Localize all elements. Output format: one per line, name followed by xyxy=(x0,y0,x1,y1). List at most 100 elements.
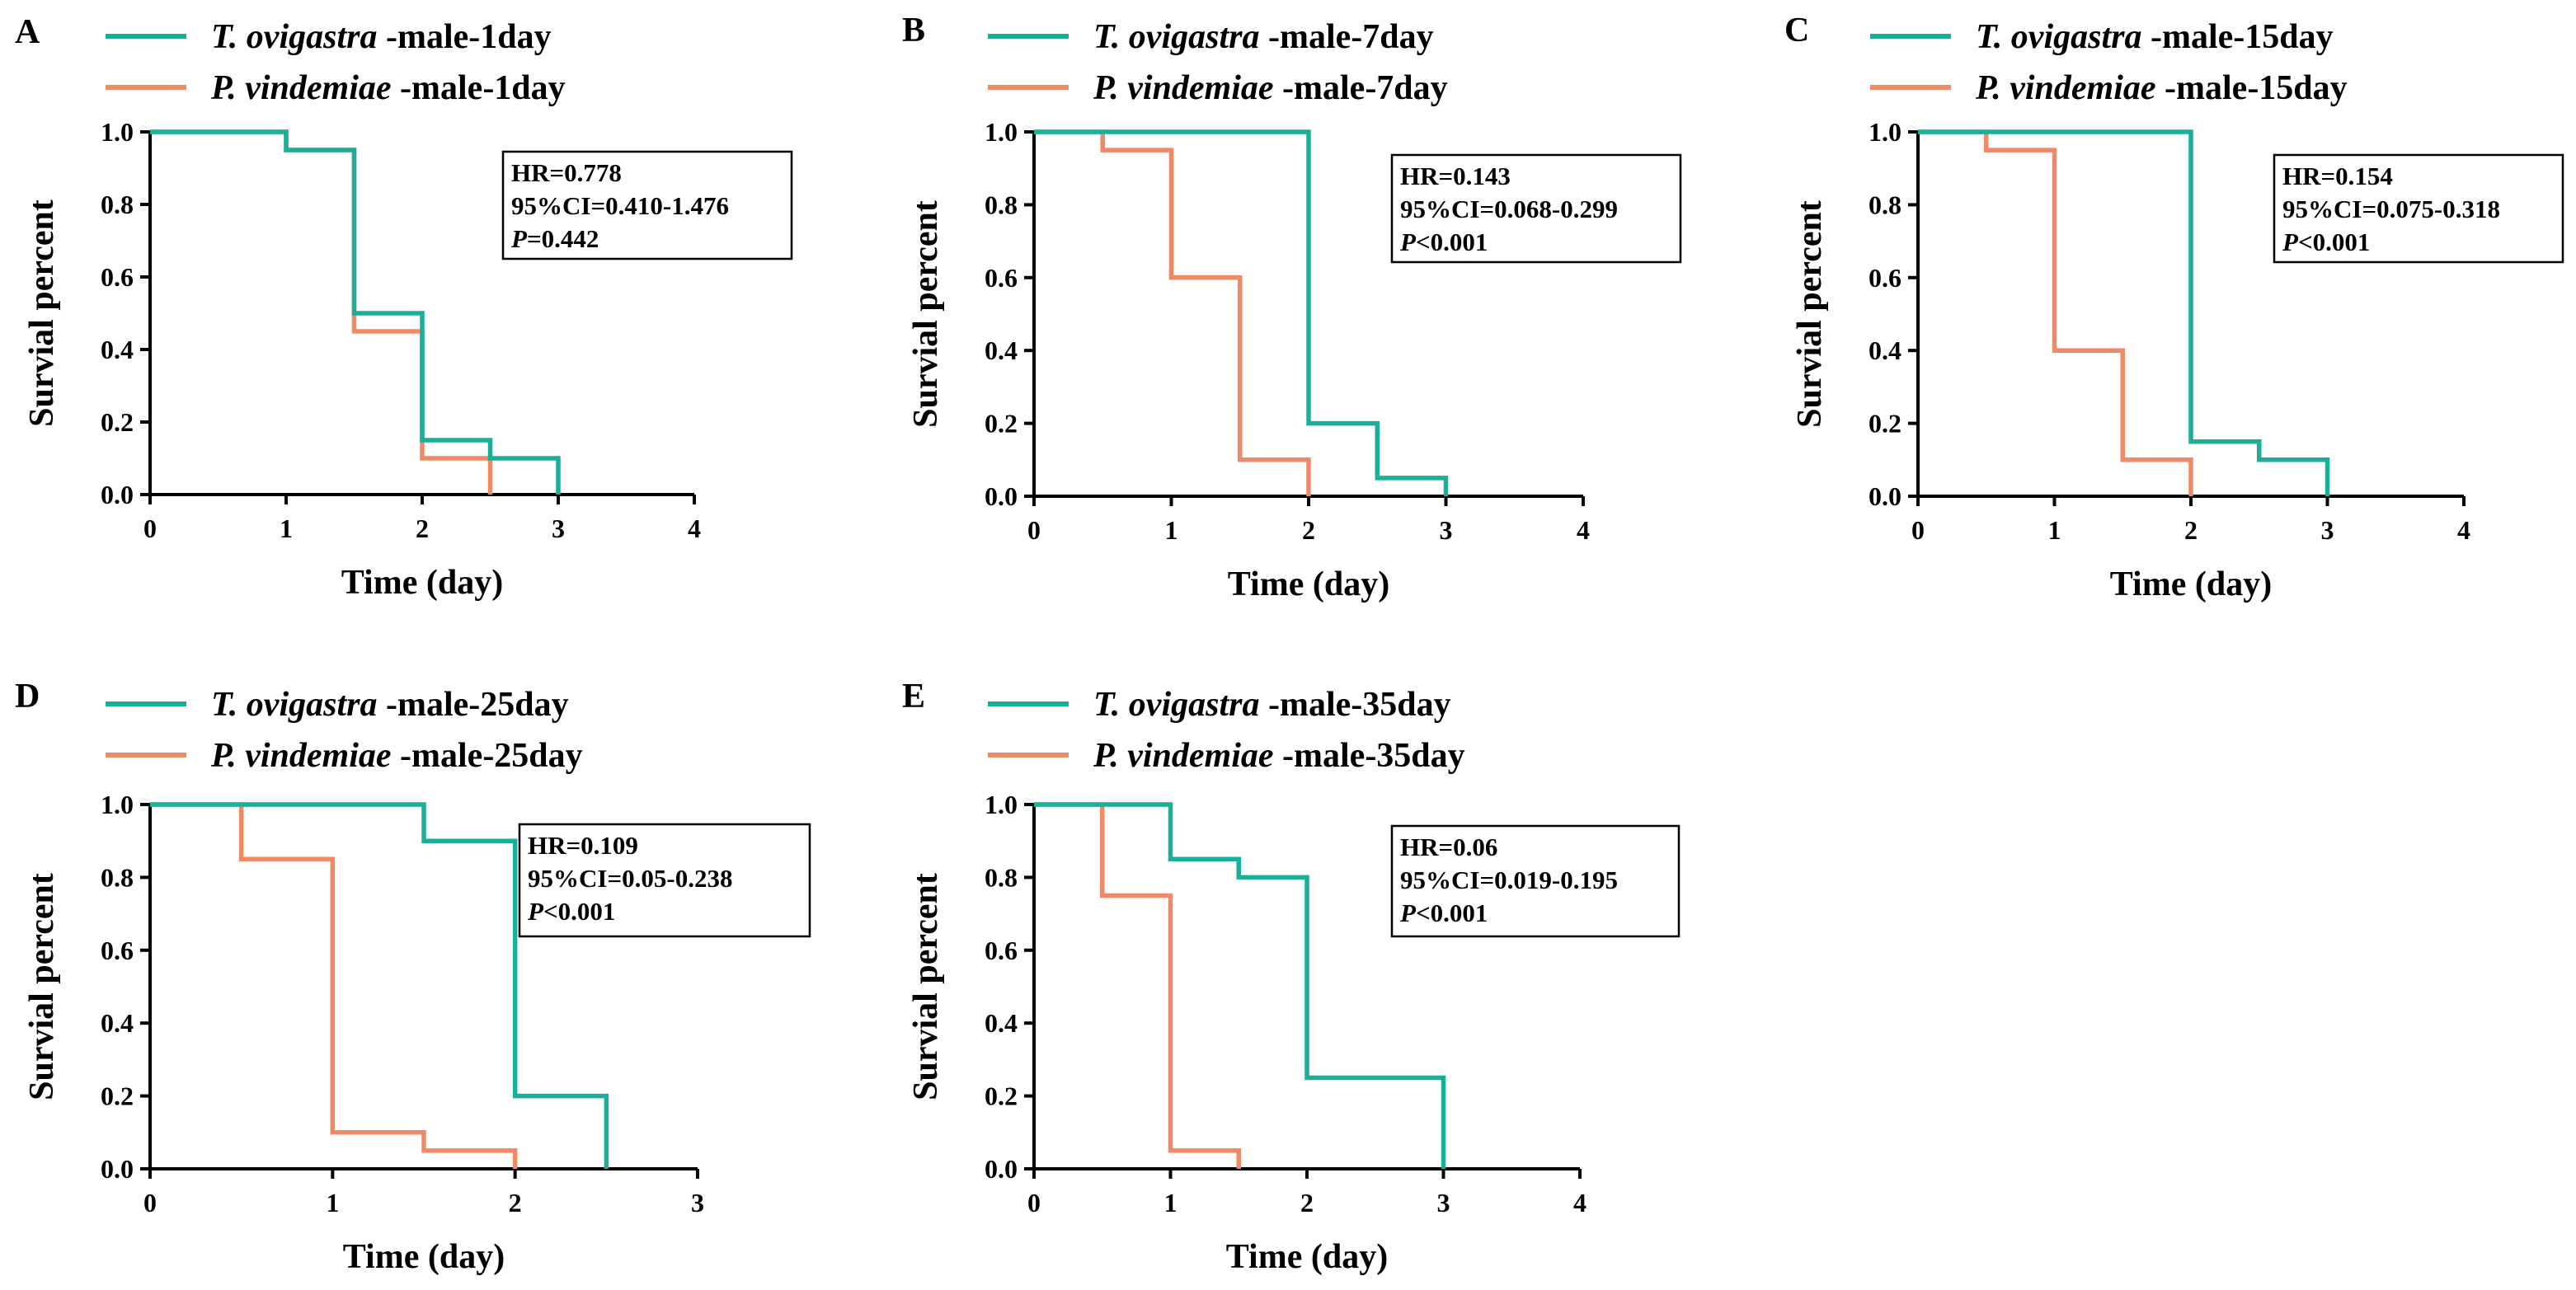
legend-species: T. ovigastra xyxy=(211,18,377,56)
y-tick-label: 0.8 xyxy=(101,862,134,892)
p-number: =0.442 xyxy=(527,224,599,253)
legend-species: T. ovigastra xyxy=(1093,18,1259,56)
survival-curve-t-ovigastra xyxy=(150,129,561,495)
legend-suffix: -male-25day xyxy=(377,686,568,724)
survival-curve-t-ovigastra xyxy=(1034,129,1449,496)
legend-suffix: -male-1day xyxy=(377,18,551,56)
panel-letter: D xyxy=(15,678,40,715)
x-tick-label: 3 xyxy=(552,514,565,543)
confidence-interval: 95%CI=0.410-1.476 xyxy=(511,191,729,220)
x-tick-label: 0 xyxy=(143,514,157,543)
x-tick-label: 3 xyxy=(2321,515,2334,545)
survival-curve-t-ovigastra xyxy=(1034,802,1446,1169)
x-tick-label: 0 xyxy=(1027,515,1041,545)
p-label: P xyxy=(1399,898,1417,927)
y-tick-label: 0.8 xyxy=(101,190,134,219)
p-label: P xyxy=(1399,228,1417,256)
x-tick-label: 0 xyxy=(143,1188,157,1217)
x-tick-label: 1 xyxy=(1165,515,1178,545)
panel-letter: E xyxy=(902,678,925,715)
panel-letter: B xyxy=(902,12,925,49)
y-tick-label: 1.0 xyxy=(101,790,134,819)
y-axis-title: Survial percent xyxy=(23,873,61,1100)
survival-curve-t-ovigastra xyxy=(1918,129,2330,496)
y-tick-label: 0.0 xyxy=(101,1154,134,1184)
hazard-ratio: HR=0.06 xyxy=(1400,833,1497,861)
y-tick-label: 0.2 xyxy=(985,1081,1018,1111)
survival-curve-p-vindemiae xyxy=(1034,129,1311,496)
y-tick-label: 0.6 xyxy=(985,936,1018,965)
legend-entry: T. ovigastra -male-15day xyxy=(1976,18,2334,56)
stats-box xyxy=(1390,824,1681,938)
confidence-interval: 95%CI=0.019-0.195 xyxy=(1400,865,1618,894)
x-tick-label: 4 xyxy=(688,514,701,543)
stats-box xyxy=(501,150,793,260)
x-axis-title: Time (day) xyxy=(2110,565,2272,603)
y-tick-label: 0.0 xyxy=(985,481,1018,511)
p-value: P=0.442 xyxy=(510,224,599,253)
y-tick-label: 1.0 xyxy=(1869,117,1901,147)
legend-suffix: -male-15day xyxy=(2156,69,2348,107)
legend-suffix: -male-7day xyxy=(1274,69,1448,107)
legend-entry: P. vindemiae -male-15day xyxy=(1975,69,2348,107)
y-tick-label: 0.2 xyxy=(1869,409,1901,439)
legend-species: P. vindemiae xyxy=(210,69,392,107)
y-tick-label: 1.0 xyxy=(101,117,134,147)
x-tick-label: 1 xyxy=(326,1188,339,1217)
survival-curve-p-vindemiae xyxy=(150,802,518,1169)
x-tick-label: 2 xyxy=(2184,515,2198,545)
x-tick-label: 1 xyxy=(2048,515,2061,545)
x-tick-label: 2 xyxy=(1302,515,1315,545)
p-number: <0.001 xyxy=(2298,228,2370,256)
p-value: P<0.001 xyxy=(1399,228,1488,256)
legend-species: P. vindemiae xyxy=(1093,69,1274,107)
y-tick-label: 0.6 xyxy=(1869,263,1901,293)
x-axis-title: Time (day) xyxy=(341,564,503,602)
legend-suffix: -male-15day xyxy=(2141,18,2333,56)
p-label: P xyxy=(510,224,528,253)
stats-box xyxy=(518,823,811,938)
panel-letter: A xyxy=(15,13,40,51)
y-tick-label: 0.2 xyxy=(101,1081,134,1111)
stats-box xyxy=(1390,153,1682,264)
p-number: <0.001 xyxy=(1416,228,1488,256)
p-value: P<0.001 xyxy=(527,897,615,926)
panel-C: C T. ovigastra -male-15day P. vindemiae -m… xyxy=(1784,12,2564,603)
p-number: <0.001 xyxy=(1416,898,1488,927)
legend-entry: T. ovigastra -male-35day xyxy=(1093,686,1451,724)
x-tick-label: 1 xyxy=(1164,1188,1178,1217)
y-tick-label: 0.6 xyxy=(985,263,1018,293)
y-tick-label: 0.4 xyxy=(1869,335,1901,365)
y-tick-label: 0.6 xyxy=(101,262,134,292)
x-tick-label: 3 xyxy=(691,1188,704,1217)
legend-entry: T. ovigastra -male-1day xyxy=(211,18,552,56)
p-value: P<0.001 xyxy=(1399,898,1488,927)
p-label: P xyxy=(527,897,544,926)
survival-curve-t-ovigastra xyxy=(150,802,609,1169)
p-number: <0.001 xyxy=(543,897,615,926)
y-axis-title: Survial percent xyxy=(1791,200,1829,428)
panel-letter: C xyxy=(1784,12,1809,49)
legend-suffix: -male-25day xyxy=(392,737,583,775)
x-tick-label: 4 xyxy=(1573,1188,1586,1217)
x-tick-label: 1 xyxy=(280,514,293,543)
legend-suffix: -male-1day xyxy=(392,69,566,107)
stats-box xyxy=(2273,153,2564,264)
legend-entry: P. vindemiae -male-1day xyxy=(210,69,566,107)
y-tick-label: 0.4 xyxy=(101,335,134,364)
legend-entry: T. ovigastra -male-7day xyxy=(1093,18,1434,56)
y-tick-label: 0.2 xyxy=(985,409,1018,439)
y-tick-label: 0.4 xyxy=(101,1008,134,1038)
x-tick-label: 2 xyxy=(509,1188,522,1217)
legend-entry: P. vindemiae -male-35day xyxy=(1093,737,1465,775)
y-tick-label: 0.0 xyxy=(1869,481,1901,511)
legend-species: T. ovigastra xyxy=(211,686,377,724)
y-tick-label: 0.8 xyxy=(1869,190,1901,219)
legend-entry: T. ovigastra -male-25day xyxy=(211,686,569,724)
legend-entry: P. vindemiae -male-25day xyxy=(210,737,583,775)
x-tick-label: 2 xyxy=(416,514,429,543)
legend-suffix: -male-7day xyxy=(1259,18,1433,56)
